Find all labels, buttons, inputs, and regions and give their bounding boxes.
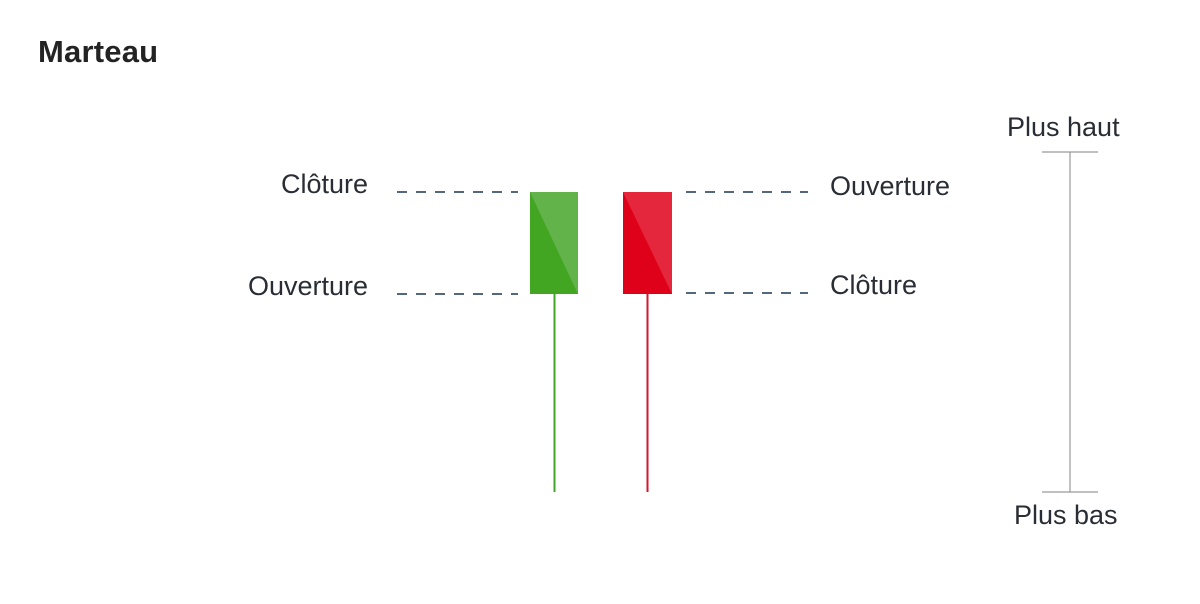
diagram-title: Marteau [38, 34, 159, 69]
bearish-candle-highlight [623, 192, 672, 294]
bullish-candle-highlight [530, 192, 578, 294]
bullish-close-label: Clôture [280, 169, 368, 199]
range-low-label: Plus bas [1014, 500, 1118, 530]
bearish-close-label: Clôture [830, 270, 918, 300]
range-high-label: Plus haut [1007, 112, 1120, 142]
bullish-open-label: Ouverture [247, 271, 368, 301]
bearish-open-label: Ouverture [830, 171, 951, 201]
